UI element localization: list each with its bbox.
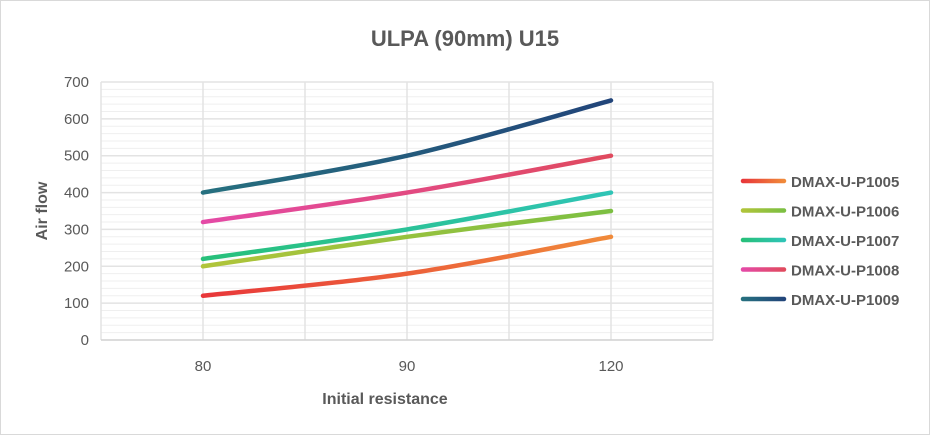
series-line-dmax-u-p1007 [200, 190, 614, 262]
y-tick-label: 400 [64, 185, 89, 202]
legend-label: DMAX-U-P1005 [791, 174, 899, 191]
legend-label: DMAX-U-P1006 [791, 204, 899, 221]
y-tick-label: 200 [64, 258, 89, 275]
y-tick-label: 600 [64, 111, 89, 128]
series-line-dmax-u-p1006 [200, 208, 614, 269]
series-line-dmax-u-p1008 [200, 153, 614, 225]
y-axis-label: Air flow [34, 181, 51, 240]
series-line-dmax-u-p1009 [200, 98, 614, 195]
y-tick-label: 700 [64, 74, 89, 91]
legend-label: DMAX-U-P1007 [791, 233, 899, 250]
legend-label: DMAX-U-P1009 [791, 292, 899, 309]
y-tick-label: 500 [64, 148, 89, 165]
series-line-dmax-u-p1005 [200, 234, 614, 299]
y-tick-label: 100 [64, 295, 89, 312]
x-tick-label: 80 [195, 358, 212, 375]
chart-title: ULPA (90mm) U15 [371, 26, 559, 51]
y-tick-label: 0 [81, 332, 89, 349]
y-tick-label: 300 [64, 221, 89, 238]
x-tick-label: 120 [598, 358, 623, 375]
x-axis-label: Initial resistance [322, 391, 447, 408]
legend-label: DMAX-U-P1008 [791, 263, 899, 280]
x-tick-label: 90 [399, 358, 416, 375]
